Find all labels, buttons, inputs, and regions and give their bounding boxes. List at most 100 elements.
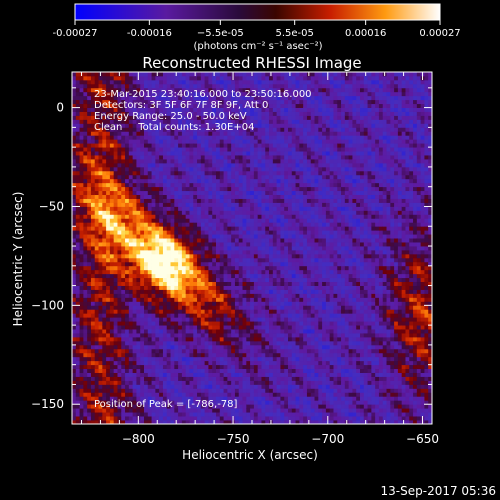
heatmap-cell — [94, 344, 99, 350]
heatmap-cell — [242, 372, 247, 377]
heatmap-cell — [246, 396, 251, 401]
heatmap-cell — [227, 400, 232, 405]
heatmap-cell — [223, 131, 228, 136]
heatmap-cell — [280, 91, 285, 97]
heatmap-cell — [261, 400, 266, 405]
heatmap-cell — [185, 147, 190, 152]
heatmap-cell — [102, 143, 107, 148]
heatmap-cell — [257, 83, 262, 89]
heatmap-cell — [238, 72, 243, 77]
heatmap-cell — [189, 123, 194, 128]
heatmap-cell — [174, 166, 179, 172]
heatmap-cell — [257, 412, 262, 417]
heatmap-cell — [265, 131, 270, 136]
heatmap-cell — [181, 131, 187, 136]
heatmap-cell — [261, 147, 266, 152]
heatmap-cell — [87, 162, 92, 168]
heatmap-cell — [231, 115, 236, 120]
heatmap-cell — [265, 79, 270, 85]
heatmap-cell — [98, 214, 103, 219]
heatmap-cell — [246, 293, 251, 298]
heatmap-cell — [72, 368, 77, 373]
heatmap-cell — [246, 190, 251, 196]
heatmap-cell — [75, 242, 80, 247]
heatmap-cell — [106, 352, 111, 358]
heatmap-cell — [261, 238, 266, 243]
heatmap-cell — [219, 166, 224, 172]
heatmap-cell — [144, 131, 149, 136]
heatmap-cell — [121, 392, 126, 397]
heatmap-cell — [87, 285, 92, 290]
heatmap-cell — [90, 408, 96, 413]
heatmap-cell — [166, 313, 171, 318]
heatmap-cell — [242, 376, 247, 381]
heatmap-cell — [75, 416, 80, 421]
heatmap-cell — [125, 408, 130, 413]
heatmap-cell — [83, 206, 88, 211]
heatmap-cell — [155, 91, 160, 97]
heatmap-cell — [246, 344, 251, 350]
heatmap-cell — [98, 174, 103, 180]
heatmap-cell — [121, 95, 126, 101]
heatmap-cell — [151, 151, 156, 156]
heatmap-cell — [87, 155, 92, 160]
heatmap-cell — [178, 313, 183, 318]
heatmap-cell — [269, 384, 274, 389]
heatmap-cell — [121, 222, 126, 227]
heatmap-cell — [242, 356, 247, 362]
heatmap-cell — [181, 186, 187, 192]
heatmap-cell — [197, 340, 202, 346]
heatmap-cell — [121, 194, 126, 199]
heatmap-cell — [181, 281, 187, 286]
heatmap-cell — [144, 408, 149, 413]
heatmap-cell — [257, 265, 262, 271]
heatmap-cell — [269, 214, 274, 219]
heatmap-cell — [90, 265, 96, 271]
heatmap-cell — [147, 281, 152, 286]
heatmap-cell — [136, 170, 141, 176]
heatmap-cell — [189, 166, 194, 172]
heatmap-cell — [204, 400, 209, 405]
heatmap-cell — [83, 127, 88, 132]
heatmap-cell — [238, 127, 243, 132]
heatmap-cell — [170, 293, 175, 298]
heatmap-cell — [197, 190, 202, 196]
heatmap-cell — [265, 190, 270, 196]
heatmap-cell — [242, 416, 247, 421]
heatmap-cell — [212, 416, 217, 421]
heatmap-cell — [72, 380, 77, 385]
heatmap-cell — [109, 226, 115, 231]
heatmap-cell — [121, 384, 126, 389]
heatmap-cell — [75, 297, 80, 302]
heatmap-cell — [132, 372, 137, 377]
heatmap-cell — [132, 115, 137, 120]
heatmap-cell — [193, 289, 198, 294]
heatmap-cell — [212, 202, 217, 207]
heatmap-cell — [178, 202, 183, 207]
heatmap-cell — [250, 139, 255, 144]
heatmap-cell — [265, 416, 270, 421]
heatmap-cell — [144, 151, 149, 156]
heatmap-cell — [238, 91, 243, 97]
heatmap-cell — [72, 107, 77, 112]
heatmap-cell — [94, 380, 99, 385]
heatmap-cell — [106, 210, 111, 215]
heatmap-cell — [106, 147, 111, 152]
heatmap-cell — [166, 166, 171, 172]
heatmap-cell — [90, 194, 96, 199]
heatmap-cell — [144, 103, 149, 108]
heatmap-cell — [147, 333, 152, 338]
heatmap-cell — [128, 420, 134, 424]
heatmap-cell — [280, 83, 285, 89]
heatmap-cell — [140, 131, 145, 136]
heatmap-cell — [72, 72, 77, 77]
heatmap-cell — [181, 249, 187, 255]
heatmap-cell — [140, 368, 145, 373]
heatmap-cell — [193, 380, 198, 385]
heatmap-cell — [242, 79, 247, 85]
heatmap-cell — [121, 380, 126, 385]
heatmap-cell — [75, 253, 80, 259]
heatmap-cell — [113, 321, 118, 326]
heatmap-cell — [193, 107, 198, 112]
heatmap-cell — [144, 273, 149, 279]
